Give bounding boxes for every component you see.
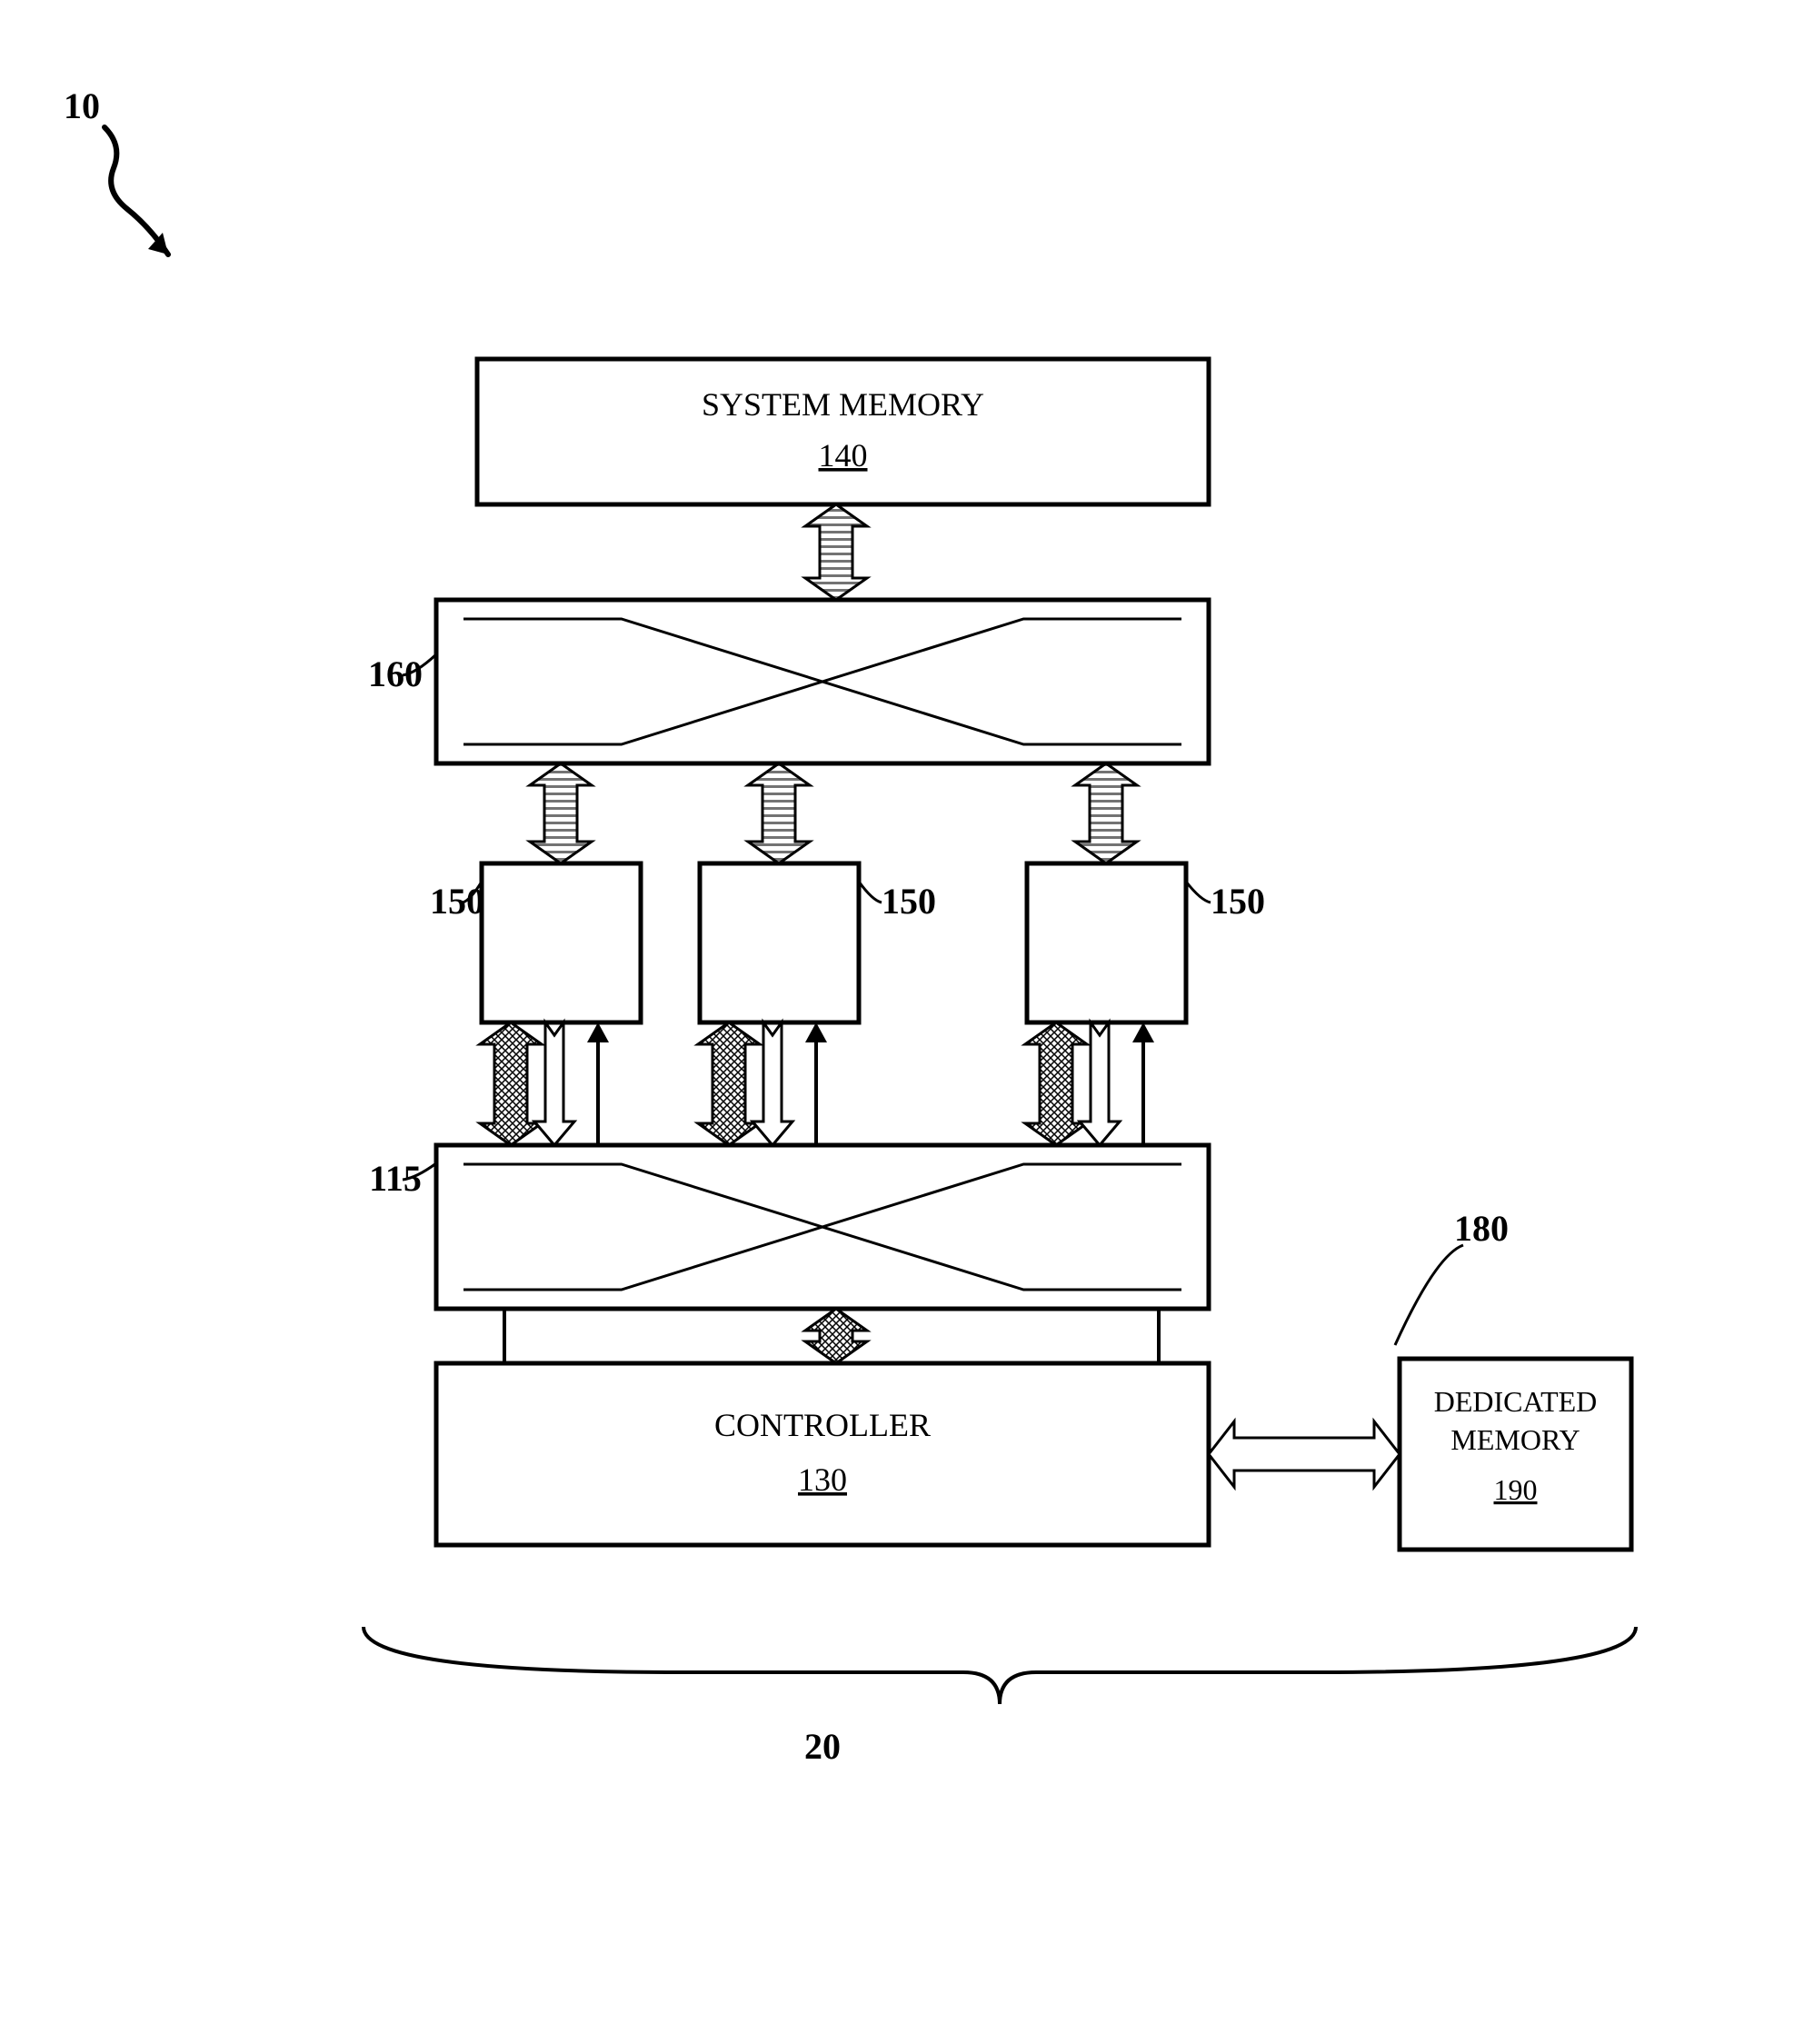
svg-text:140: 140 xyxy=(819,437,868,474)
svg-text:130: 130 xyxy=(798,1461,847,1498)
svg-text:180: 180 xyxy=(1454,1208,1509,1249)
svg-text:160: 160 xyxy=(368,653,423,694)
svg-text:150: 150 xyxy=(882,881,936,922)
svg-text:20: 20 xyxy=(804,1726,841,1767)
svg-text:150: 150 xyxy=(430,881,484,922)
svg-text:SYSTEM MEMORY: SYSTEM MEMORY xyxy=(702,386,984,423)
svg-text:MEMORY: MEMORY xyxy=(1450,1423,1580,1456)
svg-text:DEDICATED: DEDICATED xyxy=(1434,1385,1598,1418)
svg-text:150: 150 xyxy=(1211,881,1265,922)
figure-diagram: 10 SYSTEM MEMORY 140 160 150 150 150 115 CONTROL… xyxy=(0,0,1804,2044)
svg-text:115: 115 xyxy=(369,1158,422,1199)
svg-text:190: 190 xyxy=(1494,1473,1538,1506)
svg-text:CONTROLLER: CONTROLLER xyxy=(714,1407,931,1443)
svg-text:10: 10 xyxy=(64,85,100,126)
